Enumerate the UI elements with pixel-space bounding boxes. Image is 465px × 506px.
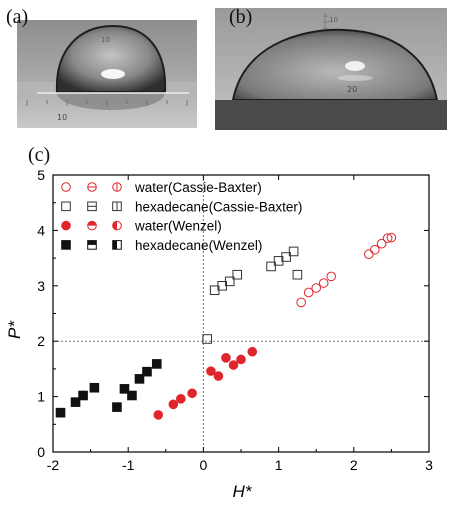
data-point-series-2 [176, 394, 186, 404]
legend-label-series-1: hexadecane(Cassie-Baxter) [135, 199, 302, 214]
data-point-series-2 [236, 354, 246, 365]
legend-marker-series-3 [61, 240, 71, 250]
data-point-series-1 [202, 334, 212, 344]
x-axis-label: H* [233, 482, 253, 501]
photo-a-scale-label: 10 [57, 113, 67, 122]
data-point-series-0 [318, 278, 329, 288]
data-point-series-3 [55, 407, 66, 418]
data-point-series-3 [78, 390, 88, 401]
data-point-series-3 [142, 366, 152, 377]
legend-marker-series-0 [112, 182, 122, 192]
data-point-series-0 [326, 271, 337, 282]
legend-marker-series-3 [87, 240, 97, 250]
data-point-series-0 [311, 283, 322, 293]
legend-marker-series-1 [112, 201, 122, 212]
photo-b-droplet: 20 10 [215, 8, 447, 130]
data-point-series-0 [296, 297, 306, 308]
panel-label-c: (c) [28, 144, 51, 166]
legend-label-series-2: water(Wenzel) [134, 219, 222, 234]
data-point-series-3 [112, 402, 122, 412]
data-point-series-2 [247, 346, 258, 357]
data-point-series-3 [127, 390, 137, 401]
data-point-series-2 [153, 410, 164, 420]
x-tick-label: 0 [200, 457, 208, 473]
data-point-series-1 [281, 252, 291, 262]
data-point-series-3 [89, 382, 100, 393]
data-point-series-0 [386, 232, 397, 243]
data-point-series-2 [221, 353, 231, 363]
data-point-series-2 [168, 399, 179, 410]
x-tick-label: 3 [425, 457, 433, 473]
plot-frame [52, 174, 430, 453]
scatter-chart: -2 -1 0 1 2 3 0 1 2 3 4 5 water(Cassie-Baxter) hexad… [5, 167, 433, 501]
data-point-series-0 [376, 238, 387, 249]
legend-marker-series-2 [87, 220, 97, 231]
data-point-series-1 [224, 276, 235, 287]
y-tick-label: 5 [37, 167, 45, 183]
y-tick-label: 3 [37, 278, 45, 294]
data-point-series-1 [232, 269, 243, 280]
data-point-series-1 [288, 246, 299, 257]
data-point-series-1 [292, 269, 303, 280]
legend-label-series-3: hexadecane(Wenzel) [135, 238, 262, 253]
data-point-series-3 [119, 384, 130, 394]
data-point-series-3 [70, 397, 81, 407]
photo-a-droplet: 10 10 [17, 20, 197, 128]
y-tick-label: 1 [37, 389, 45, 405]
legend-marker-series-2 [112, 220, 122, 231]
data-point-series-0 [370, 244, 380, 255]
data-point-series-0 [364, 249, 374, 260]
y-tick-label: 4 [37, 222, 45, 238]
photo-b-scale-label-top: 10 [329, 16, 338, 24]
legend-marker-series-1 [61, 201, 71, 212]
data-point-series-3 [151, 359, 162, 369]
data-point-series-1 [266, 261, 276, 272]
data-point-series-2 [187, 388, 197, 399]
legend-marker-series-0 [87, 182, 97, 192]
panel-label-a: (a) [6, 6, 29, 28]
x-tick-label: 2 [350, 457, 358, 473]
x-tick-label: -2 [47, 457, 60, 473]
x-tick-label: 1 [275, 457, 283, 473]
y-tick-label: 0 [37, 444, 45, 460]
data-point-series-2 [213, 371, 224, 381]
data-point-series-3 [134, 374, 145, 384]
legend-label-series-0: water(Cassie-Baxter) [134, 180, 262, 195]
data-point-series-2 [228, 360, 239, 370]
x-tick-label: -1 [122, 457, 135, 473]
data-point-series-0 [303, 287, 314, 298]
data-point-series-0 [382, 233, 393, 243]
photo-a-scale-label-top: 10 [101, 36, 110, 44]
y-axis-label: P* [5, 320, 24, 339]
legend-marker-series-1 [87, 201, 97, 212]
data-point-series-2 [206, 366, 216, 376]
legend-marker-series-0 [61, 182, 71, 192]
legend-marker-series-3 [112, 240, 122, 250]
y-tick-label: 2 [37, 333, 45, 349]
legend-marker-series-2 [61, 220, 71, 231]
photo-b-scale-label: 20 [347, 85, 357, 94]
panel-label-b: (b) [229, 6, 253, 28]
